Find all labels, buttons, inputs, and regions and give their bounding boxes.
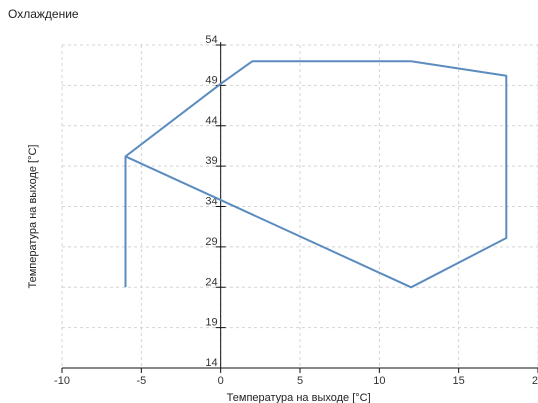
y-tick-label: 24 xyxy=(205,276,217,288)
series-line xyxy=(124,60,508,289)
y-tick-label: 34 xyxy=(205,196,217,208)
y-tick-label: 19 xyxy=(205,317,217,329)
x-tick-label: 0 xyxy=(218,375,224,387)
chart-title: Охлаждение xyxy=(8,7,79,21)
y-tick-label: 29 xyxy=(205,236,217,248)
x-tick-label: 10 xyxy=(373,375,385,387)
grid xyxy=(61,44,538,369)
x-axis-label: Температура на выходе [°C] xyxy=(227,392,371,403)
y-tick-label: 54 xyxy=(205,34,217,46)
axes xyxy=(62,42,538,369)
y-tick-label: 44 xyxy=(205,115,217,127)
y-axis-label: Температура на выходе [°C] xyxy=(27,145,39,289)
x-tick-label: 20 xyxy=(532,375,538,387)
ticks: -10 -5 0 5 10 15 20 14 19 24 29 34 39 44 49 54 xyxy=(54,34,538,387)
x-tick-label: -5 xyxy=(136,375,146,387)
x-tick-label: -10 xyxy=(54,375,70,387)
series xyxy=(124,60,508,289)
y-tick-label: 14 xyxy=(205,357,217,369)
x-tick-label: 15 xyxy=(453,375,465,387)
y-tick-label: 39 xyxy=(205,155,217,167)
x-tick-label: 5 xyxy=(297,375,303,387)
y-tick-label: 49 xyxy=(205,74,217,86)
